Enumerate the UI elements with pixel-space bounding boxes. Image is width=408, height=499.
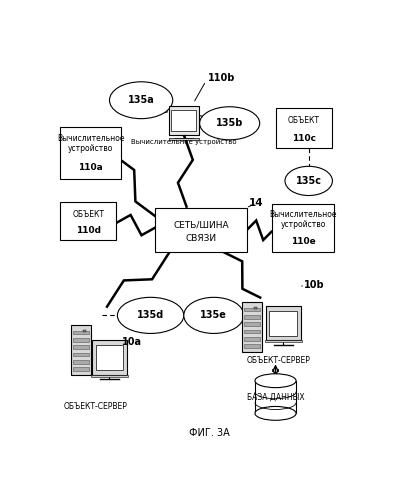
Ellipse shape — [255, 407, 296, 420]
Text: ОБЪЕКТ: ОБЪЕКТ — [288, 116, 320, 125]
Bar — [244, 330, 260, 333]
Bar — [169, 106, 199, 135]
Text: 10b: 10b — [304, 279, 325, 289]
Text: 135a: 135a — [128, 95, 155, 105]
Ellipse shape — [200, 107, 259, 140]
Bar — [73, 367, 89, 371]
Bar — [73, 345, 89, 349]
Bar — [244, 322, 260, 326]
Text: 135b: 135b — [216, 118, 243, 128]
Text: ФИГ. 3А: ФИГ. 3А — [189, 428, 229, 438]
Bar — [265, 340, 302, 342]
Bar — [254, 307, 257, 309]
Ellipse shape — [184, 297, 244, 333]
Bar — [255, 381, 296, 413]
Text: ОБЪЕКТ-СЕРВЕР: ОБЪЕКТ-СЕРВЕР — [63, 402, 127, 411]
Bar — [244, 315, 260, 318]
Text: 10a: 10a — [122, 337, 142, 347]
Ellipse shape — [118, 297, 184, 333]
Bar — [266, 306, 301, 340]
Text: ОБЪЕКТ: ОБЪЕКТ — [72, 210, 104, 219]
Bar — [73, 360, 89, 364]
Bar — [71, 325, 91, 375]
Bar — [91, 375, 128, 377]
Text: Вычислительное: Вычислительное — [269, 210, 337, 219]
Text: 14: 14 — [248, 198, 263, 208]
Text: СВЯЗИ: СВЯЗИ — [186, 234, 217, 243]
Text: устройство: устройство — [68, 144, 113, 153]
Bar — [155, 208, 247, 252]
Bar — [242, 302, 262, 352]
Bar — [73, 331, 89, 334]
Bar — [73, 338, 89, 342]
Text: 135e: 135e — [200, 310, 227, 320]
Bar — [273, 204, 334, 252]
Text: 110b: 110b — [208, 73, 235, 83]
Bar — [244, 337, 260, 341]
Text: 110c: 110c — [292, 134, 316, 143]
Bar — [270, 311, 297, 335]
Text: 110e: 110e — [291, 237, 315, 246]
Bar — [275, 108, 333, 148]
Text: Вычислительное: Вычислительное — [57, 134, 124, 143]
Bar — [60, 202, 116, 241]
Bar — [92, 340, 127, 375]
Bar — [73, 353, 89, 356]
Bar — [83, 330, 86, 332]
Text: 135d: 135d — [137, 310, 164, 320]
Bar — [244, 344, 260, 348]
Ellipse shape — [285, 166, 333, 196]
Text: Вычислительное устройство: Вычислительное устройство — [131, 138, 237, 145]
Text: ОБЪЕКТ-СЕРВЕР: ОБЪЕКТ-СЕРВЕР — [247, 356, 310, 365]
Text: СЕТЬ/ШИНА: СЕТЬ/ШИНА — [173, 220, 229, 229]
Text: 110a: 110a — [78, 163, 103, 172]
Ellipse shape — [255, 374, 296, 388]
Ellipse shape — [109, 82, 173, 119]
Bar — [169, 138, 199, 140]
Bar — [244, 308, 260, 311]
Bar — [60, 127, 121, 179]
Text: БАЗА ДАННЫХ: БАЗА ДАННЫХ — [247, 393, 304, 402]
Bar — [171, 110, 196, 131]
Text: устройство: устройство — [280, 220, 326, 229]
Text: 135c: 135c — [296, 176, 322, 186]
Bar — [95, 345, 123, 370]
Text: 110d: 110d — [75, 227, 101, 236]
